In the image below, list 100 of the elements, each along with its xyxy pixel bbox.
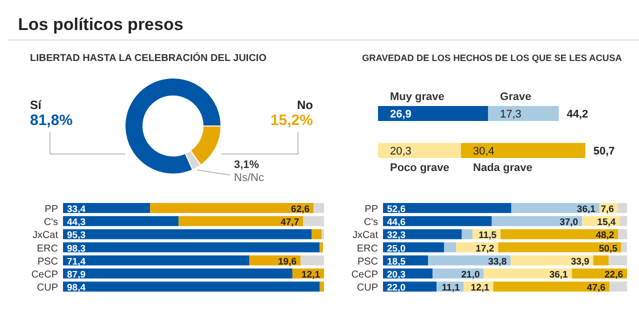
slice-label: Sí (30, 98, 42, 112)
data-label: 33,8 (488, 256, 507, 268)
y-tick-label: CeCP (351, 270, 378, 280)
bar (383, 216, 492, 226)
data-label: 11,5 (478, 230, 498, 242)
bar (300, 255, 324, 266)
donut-slice (124, 78, 222, 174)
bar (320, 282, 324, 292)
data-label: 47,7 (280, 217, 300, 228)
data-label: 3,1% (234, 159, 260, 171)
bar (63, 229, 312, 240)
series-label: Nada grave (473, 162, 532, 174)
bar (428, 255, 511, 266)
y-tick-label: CUP (356, 282, 378, 294)
series-label: Grave (500, 91, 532, 103)
bar (618, 229, 627, 240)
data-label: 17,3 (500, 108, 522, 120)
total-label: 44,2 (566, 108, 588, 120)
bar (63, 242, 320, 252)
data-label: 26,9 (390, 108, 412, 120)
slice-label: Ns/Nc (234, 172, 264, 184)
y-tick-label: PSC (357, 256, 378, 268)
data-label: 18,5 (387, 256, 406, 268)
y-tick-label: PP (44, 204, 58, 215)
data-label: 44,6 (387, 217, 406, 228)
data-label: 87,9 (67, 270, 86, 280)
bar (498, 242, 622, 252)
data-label: 15,2% (270, 112, 313, 129)
bar (608, 255, 627, 266)
y-tick-label: C's (364, 217, 378, 228)
bar (510, 255, 594, 266)
bar (178, 216, 304, 226)
data-label: 12,1 (302, 270, 321, 280)
data-label: 22,6 (604, 270, 623, 280)
bar (63, 255, 250, 266)
y-tick-label: ERC (356, 243, 378, 254)
y-tick-label: C's (44, 217, 58, 228)
data-label: 11,1 (442, 282, 460, 294)
bar (150, 203, 314, 213)
bar (621, 242, 627, 252)
bar (312, 229, 322, 240)
bar (314, 203, 324, 213)
y-tick-label: CeCP (31, 270, 58, 280)
bar (320, 242, 323, 252)
data-label: 21,0 (461, 270, 480, 280)
data-label: 37,0 (560, 217, 578, 228)
bar (618, 203, 627, 213)
total-label: 50,7 (593, 146, 615, 158)
bar (462, 229, 473, 240)
data-label: 7,6 (600, 204, 614, 215)
bar (63, 216, 179, 226)
bar (383, 203, 512, 213)
chart-subtitle: LIBERTAD HASTA LA CELEBRACIÓN DEL JUICIO (30, 52, 267, 64)
bar (63, 268, 292, 278)
data-label: 98,3 (67, 243, 86, 254)
slice-label: No (297, 98, 313, 112)
chart-title: Los políticos presos (18, 15, 184, 34)
bar (609, 282, 627, 292)
data-label: 25,0 (387, 243, 406, 254)
data-label: 48,2 (596, 230, 614, 242)
data-label: 33,9 (570, 256, 590, 268)
data-label: 52,6 (387, 204, 406, 215)
data-label: 98,4 (67, 282, 86, 294)
y-tick-label: PP (364, 204, 378, 215)
data-label: 20,3 (387, 270, 406, 280)
data-label: 36,1 (549, 270, 569, 280)
bar (63, 203, 150, 213)
data-label: 47,6 (586, 282, 606, 294)
data-label: 12,1 (470, 282, 490, 294)
data-label: 95,3 (67, 230, 86, 242)
bar (444, 242, 456, 252)
data-label: 71,4 (67, 256, 86, 268)
data-label: 81,8% (30, 112, 73, 129)
bar (63, 282, 320, 292)
data-label: 44,3 (67, 217, 86, 228)
data-label: 20,3 (390, 146, 412, 158)
data-label: 22,0 (387, 282, 406, 294)
y-tick-label: CUP (36, 282, 58, 294)
y-tick-label: PSC (37, 256, 58, 268)
data-label: 30,4 (473, 146, 494, 158)
data-label: 17,2 (476, 243, 494, 254)
bar (492, 216, 582, 226)
bar (620, 216, 627, 226)
bar (484, 268, 572, 278)
y-tick-label: JxCat (352, 230, 378, 242)
series-label: Poco grave (390, 162, 450, 174)
data-label: 50,5 (598, 243, 618, 254)
data-label: 62,6 (291, 204, 310, 215)
bar (303, 216, 324, 226)
y-tick-label: JxCat (32, 230, 58, 242)
chart-subtitle: GRAVEDAD DE LOS HECHOS DE LOS QUE SE LES ACUSA (362, 53, 622, 63)
bar (493, 282, 610, 292)
data-label: 19,6 (278, 256, 297, 268)
bar (511, 203, 600, 213)
data-label: 15,4 (597, 217, 616, 228)
y-tick-label: ERC (36, 243, 58, 254)
data-label: 33,4 (67, 204, 86, 215)
data-label: 32,3 (387, 230, 406, 242)
bar (500, 229, 618, 240)
bar (593, 255, 609, 266)
